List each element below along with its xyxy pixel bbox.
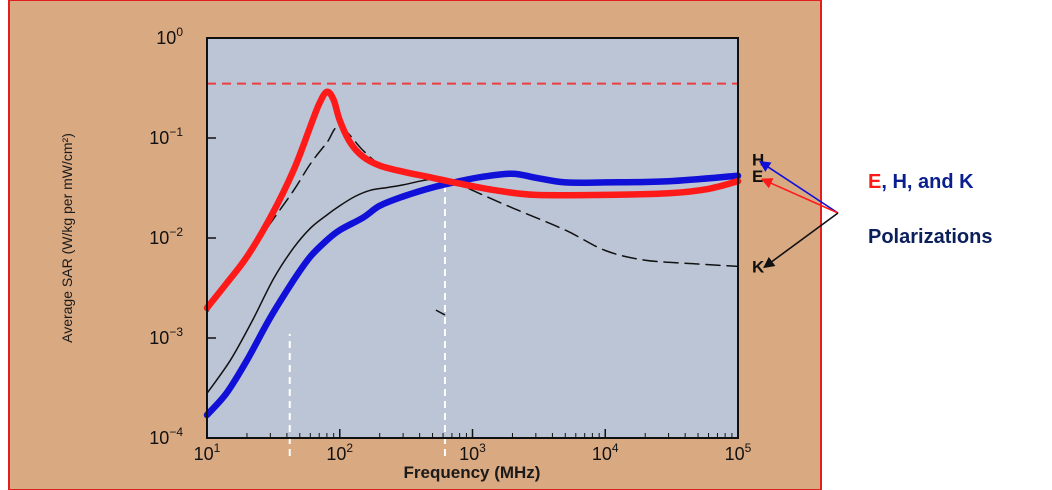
- y-tick-base: 10: [149, 328, 169, 348]
- end-label-e: E: [752, 167, 763, 186]
- y-tick-exponent: −1: [169, 125, 183, 139]
- x-tick-exponent: 3: [479, 441, 486, 455]
- arrow-to-k: [763, 212, 839, 269]
- y-tick-base: 10: [149, 128, 169, 148]
- end-label-k: K: [752, 257, 765, 276]
- x-tick-label: 104: [592, 441, 619, 464]
- y-tick-exponent: −4: [169, 425, 183, 439]
- x-axis-label: Frequency (MHz): [404, 463, 541, 482]
- x-tick-base: 10: [725, 444, 745, 464]
- y-tick-exponent: −3: [169, 325, 183, 339]
- polarization-legend: E, H, and K Polarizations: [868, 171, 992, 248]
- legend-e-label: E: [868, 171, 881, 193]
- legend-separator: ,: [881, 171, 892, 193]
- y-tick-label: 100: [156, 25, 183, 48]
- x-tick-exponent: 2: [346, 441, 353, 455]
- y-tick-label: 10−4: [149, 425, 183, 448]
- series-h-line: [203, 170, 742, 419]
- y-tick-base: 10: [149, 228, 169, 248]
- series-e-line: [203, 88, 742, 312]
- x-tick-exponent: 5: [745, 441, 752, 455]
- y-tick-exponent: −2: [169, 225, 183, 239]
- x-tick-label: 103: [459, 441, 486, 464]
- legend-line-1: E, H, and K: [868, 171, 974, 193]
- y-tick-label: 10−2: [149, 225, 183, 248]
- x-tick-base: 10: [592, 444, 612, 464]
- x-tick-base: 10: [326, 444, 346, 464]
- stray-mark: [435, 309, 446, 316]
- plot-area: [207, 38, 738, 438]
- x-tick-exponent: 1: [214, 441, 221, 455]
- x-tick-base: 10: [459, 444, 479, 464]
- x-tick-base: 10: [194, 444, 214, 464]
- legend-k-label: , and K: [907, 171, 974, 193]
- x-tick-label: 105: [725, 441, 752, 464]
- x-tick-label: 102: [326, 441, 353, 464]
- y-tick-exponent: 0: [176, 25, 183, 39]
- y-axis-label: Average SAR (W/kg per mW/cm²): [59, 133, 75, 343]
- x-tick-exponent: 4: [612, 441, 619, 455]
- arrow-to-h: [759, 161, 839, 214]
- x-tick-label: 101: [194, 441, 221, 464]
- arrow-to-e: [760, 178, 839, 214]
- legend-h-label: H: [892, 171, 906, 193]
- y-tick-label: 10−3: [149, 325, 183, 348]
- legend-polarizations-label: Polarizations: [868, 226, 992, 248]
- y-tick-base: 10: [156, 28, 176, 48]
- series-thin-black-line: [206, 177, 444, 395]
- y-tick-label: 10−1: [149, 125, 183, 148]
- y-tick-base: 10: [149, 428, 169, 448]
